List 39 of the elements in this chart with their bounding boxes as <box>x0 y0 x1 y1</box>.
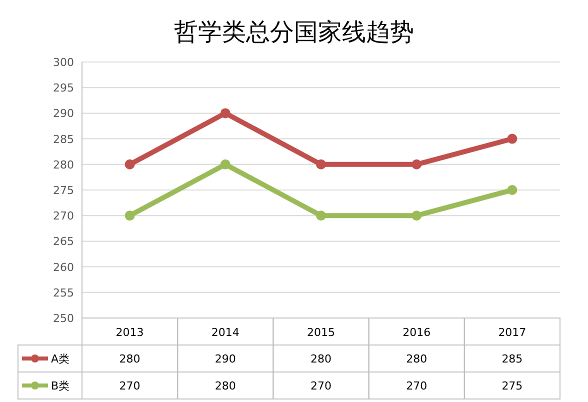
x-tick-label: 2016 <box>402 326 431 339</box>
point <box>507 134 518 144</box>
data-label: 270 <box>310 380 332 392</box>
y-tick-label: 295 <box>53 82 74 95</box>
legend-label: A类 <box>51 352 70 366</box>
data-label: 280 <box>310 352 332 366</box>
point <box>507 185 518 195</box>
data-label: 275 <box>502 380 523 392</box>
y-tick-label: 250 <box>53 312 74 325</box>
y-tick-label: 290 <box>53 107 74 120</box>
data-label: 285 <box>502 352 523 366</box>
data-label: 290 <box>214 352 236 366</box>
legend-label: B类 <box>51 380 70 392</box>
y-tick-label: 285 <box>53 132 74 146</box>
chart-title: 哲学类总分国家线趋势 <box>174 19 414 46</box>
point <box>412 210 422 221</box>
point <box>220 159 230 170</box>
y-tick-label: 255 <box>53 286 74 300</box>
y-tick-label: 260 <box>53 260 74 274</box>
data-label: 280 <box>406 352 428 366</box>
point <box>124 210 135 221</box>
x-tick-label: 2013 <box>116 326 144 339</box>
point <box>316 159 326 170</box>
y-tick-label: 280 <box>53 158 74 172</box>
point <box>220 108 230 118</box>
point <box>316 210 326 221</box>
point <box>124 159 135 170</box>
data-label: 280 <box>214 380 236 392</box>
data-label: 270 <box>406 380 428 392</box>
y-tick-label: 265 <box>53 235 74 248</box>
y-tick-label: 275 <box>53 184 74 197</box>
y-tick-label: 300 <box>53 56 74 69</box>
data-label: 280 <box>119 352 140 366</box>
x-tick-label: 2014 <box>211 326 240 339</box>
data-label: 270 <box>119 380 140 392</box>
x-tick-label: 2015 <box>307 326 335 339</box>
x-tick-label: 2017 <box>498 326 526 339</box>
point <box>412 159 422 170</box>
y-tick-label: 270 <box>53 210 74 223</box>
